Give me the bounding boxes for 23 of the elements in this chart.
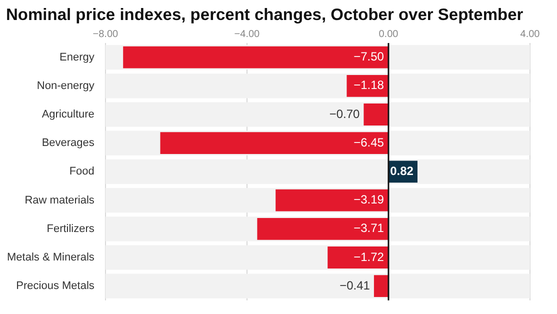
data-label: −6.45	[354, 135, 384, 150]
data-label: −3.19	[354, 192, 384, 207]
x-tick-label: 4.00	[520, 28, 540, 40]
data-label: 0.82	[390, 164, 414, 178]
y-tick-label: Fertilizers	[46, 222, 95, 235]
x-tick-label: 0.00	[378, 28, 399, 40]
y-tick-label: Agriculture	[42, 108, 94, 121]
data-label: −0.70	[329, 106, 360, 121]
y-tick-label: Precious Metals	[16, 280, 95, 292]
chart-title: Nominal price indexes, percent changes, October over September	[5, 5, 524, 25]
y-tick-label: Beverages	[42, 137, 95, 150]
data-label: −7.50	[354, 50, 384, 64]
y-tick-label: Metals & Minerals	[6, 252, 95, 264]
y-tick-label: Raw materials	[24, 194, 95, 206]
x-tick-label: −8.00	[92, 28, 118, 40]
y-tick-label: Energy	[60, 51, 95, 64]
data-label: −3.71	[354, 221, 384, 236]
y-tick-label: Food	[69, 166, 94, 178]
x-tick-label: −4.00	[234, 28, 260, 40]
data-label: −0.41	[340, 278, 370, 292]
data-label: −1.72	[354, 250, 384, 264]
y-tick-label: Non-energy	[36, 80, 95, 92]
data-label: −1.18	[354, 78, 384, 92]
